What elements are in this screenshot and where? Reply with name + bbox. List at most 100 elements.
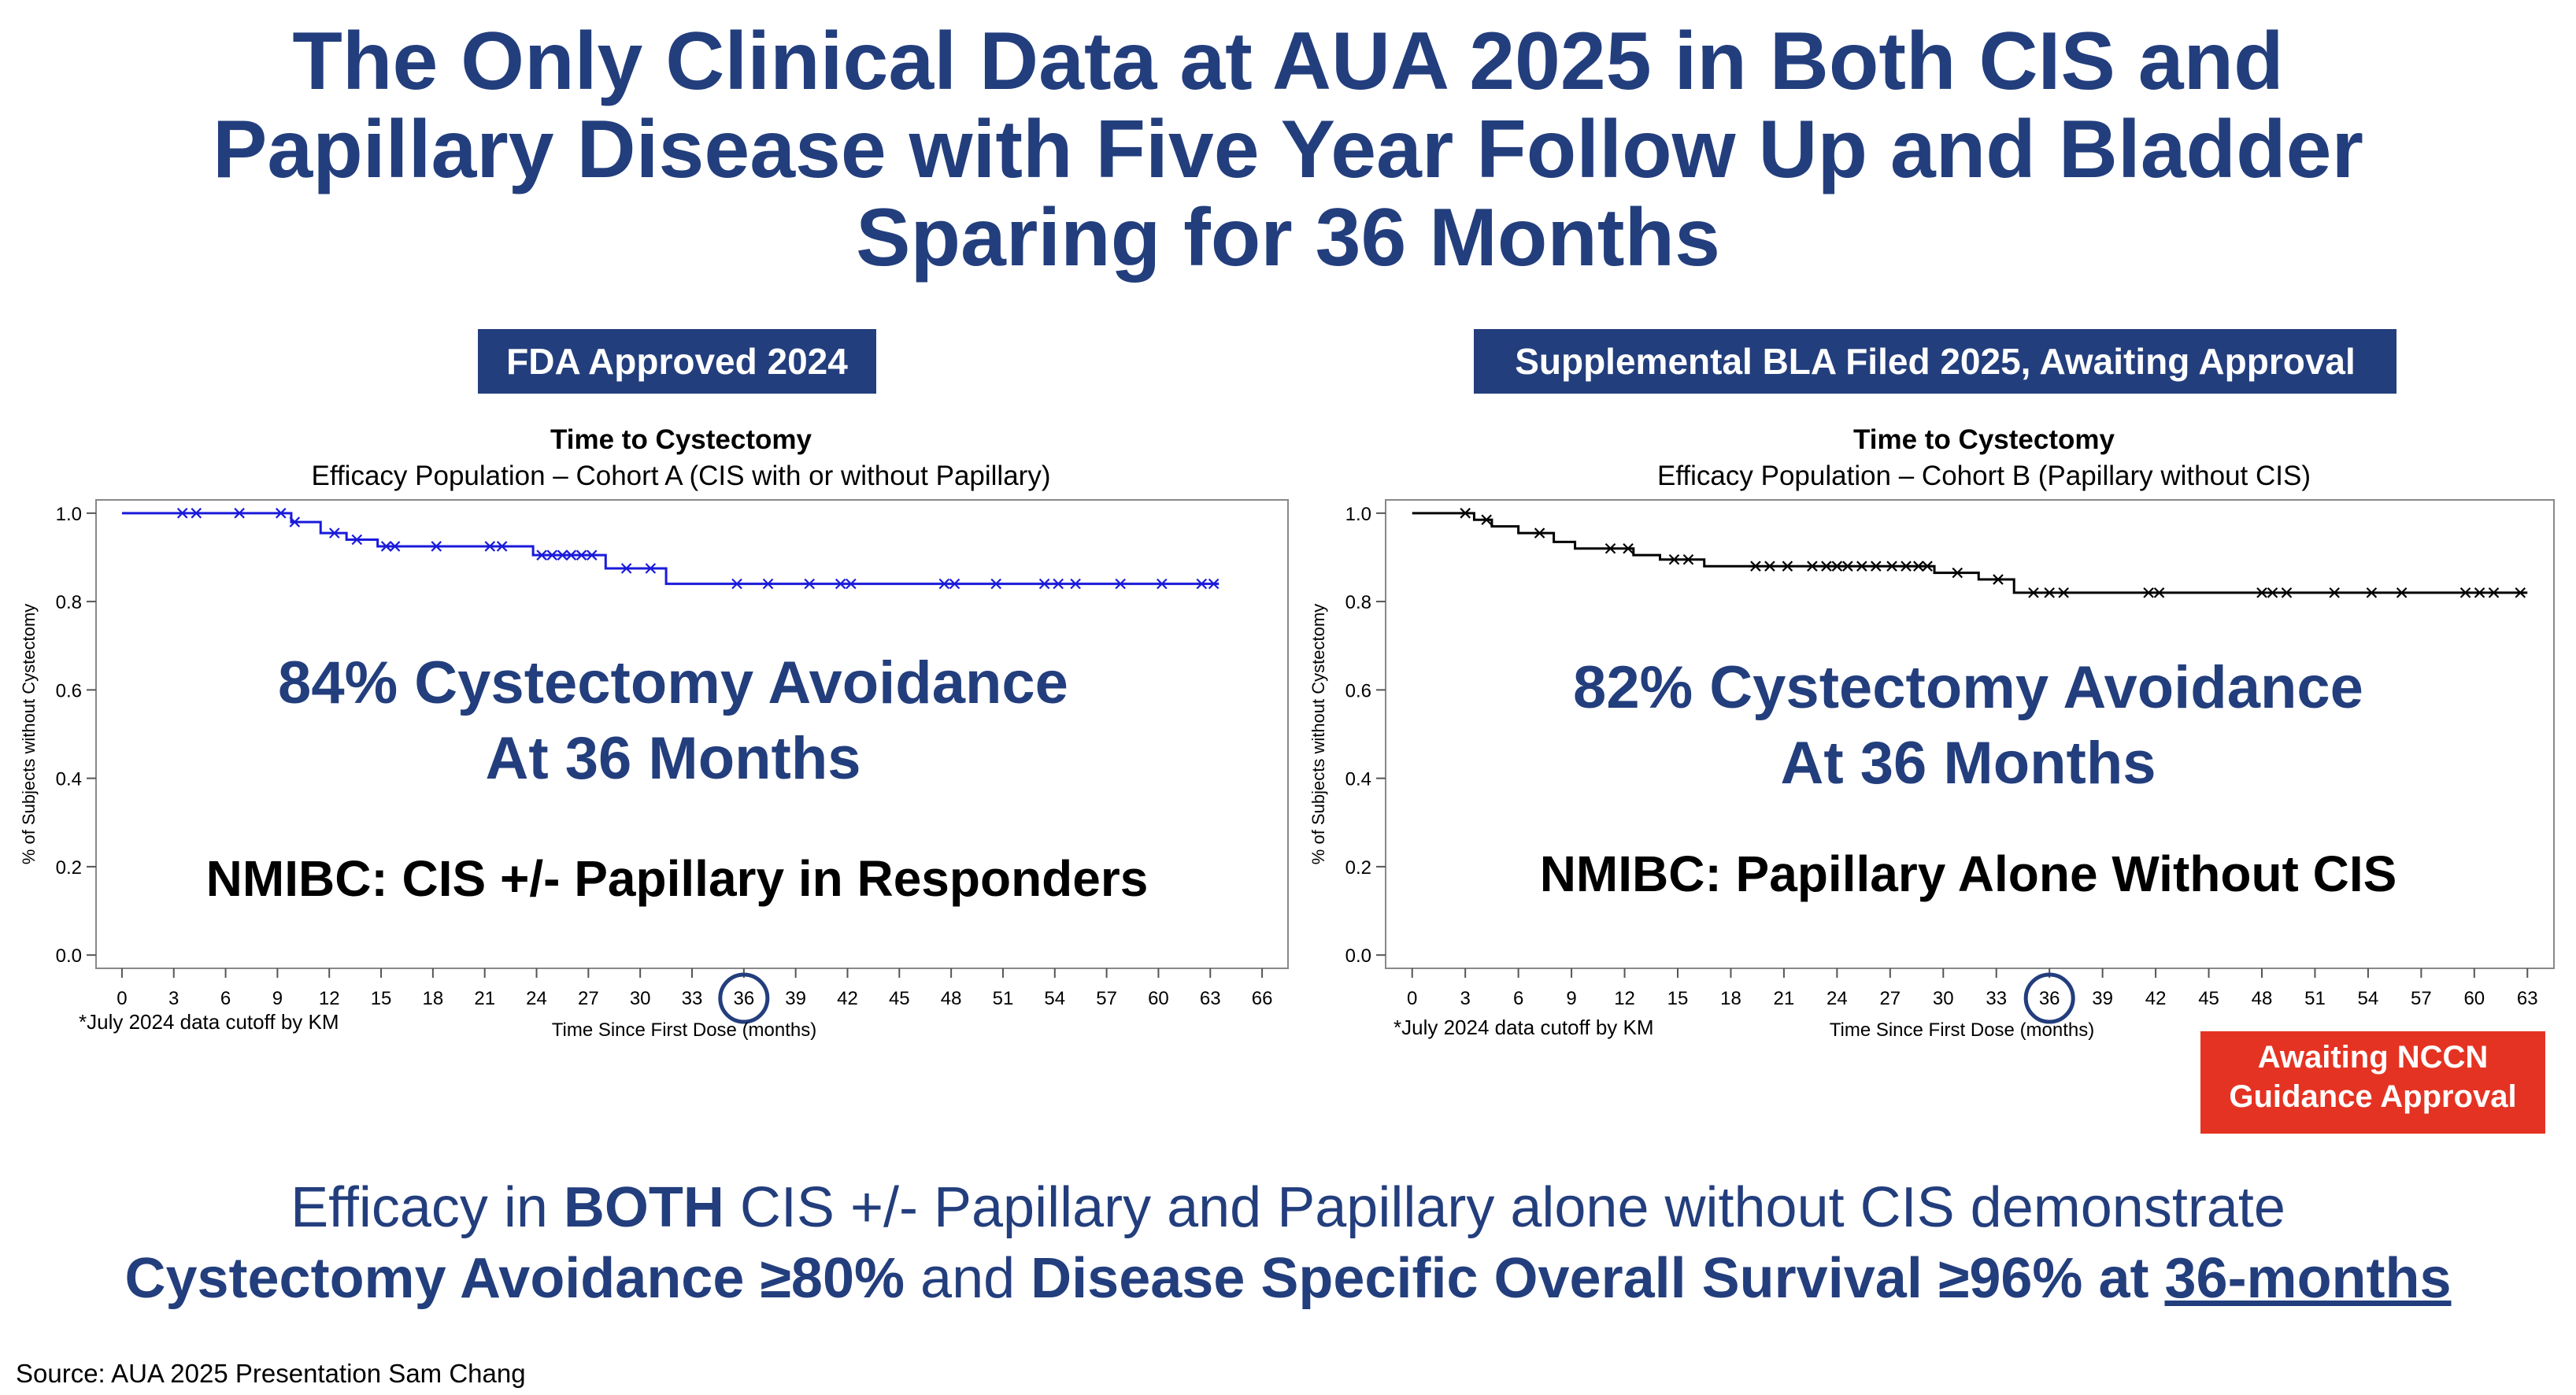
left-xtick-label: 30 [630,988,651,1009]
left-y-axis-label: % of Subjects without Cystectomy [19,604,39,864]
supplemental-bla-badge: Supplemental BLA Filed 2025, Awaiting Ap… [1474,329,2396,394]
left-censor-mark [1038,578,1050,590]
left-censor-mark [620,563,632,574]
right-censor-mark [1871,561,1882,572]
right-xtick-label: 33 [1986,988,2007,1009]
bottom-l2-d: 36-months [2164,1247,2452,1310]
right-censor-mark [2256,587,2267,598]
right-xtick-label: 39 [2092,988,2113,1009]
right-ytick-label: 0.4 [1345,769,1371,790]
left-xtick-label: 63 [1200,988,1221,1009]
right-censor-mark [2044,587,2055,598]
right-censor-mark [1842,561,1853,572]
left-censor-mark [846,578,857,590]
bottom-statement-line-1: Efficacy in BOTH CIS +/- Papillary and P… [0,1171,2576,1244]
left-xtick-label: 39 [785,988,806,1009]
left-censor-mark [536,549,547,561]
right-censor-mark [2329,587,2340,598]
right-chart-subtitle: Efficacy Population – Cohort B (Papillar… [1656,461,2311,491]
right-censor-mark [1460,508,1471,519]
bottom-statement-line-2: Cystectomy Avoidance ≥80% and Disease Sp… [0,1242,2576,1315]
left-xtick-label: 36 [733,988,754,1009]
right-ytick-label: 0.0 [1345,945,1371,967]
right-censor-mark [1821,561,1832,572]
right-xtick-label: 63 [2517,988,2538,1009]
left-xtick-label: 18 [423,988,444,1009]
right-xtick-label: 30 [1933,988,1954,1009]
right-censor-mark [1623,542,1634,554]
right-censor-mark [1782,561,1793,572]
right-censor-mark [2267,587,2278,598]
right-censor-mark [1993,574,2004,585]
right-xtick-label: 18 [1720,988,1741,1009]
right-censor-mark [2459,587,2471,598]
right-censor-mark [2028,587,2039,598]
right-xtick-label: 42 [2145,988,2167,1009]
title-line-2: Papillary Disease with Five Year Follow … [213,104,2363,195]
left-censor-mark [351,534,363,546]
left-xtick-label: 51 [993,988,1014,1009]
left-censor-mark [762,578,774,590]
right-ytick-label: 0.6 [1345,680,1371,701]
right-xtick-label: 45 [2198,988,2219,1009]
right-censor-mark [2281,587,2293,598]
left-chart-header: Time to Cystectomy Efficacy Population –… [197,422,1165,494]
left-censor-mark [496,541,508,552]
title-line-1: The Only Clinical Data at AUA 2025 in Bo… [292,16,2284,107]
right-x-axis-label: Time Since First Dose (months) [1830,1019,2095,1041]
left-xtick-label: 48 [941,988,962,1009]
right-overlay-sub: NMIBC: Papillary Alone Without CIS [1539,846,2397,902]
right-censor-mark [2515,587,2526,598]
right-xtick-label: 51 [2304,988,2326,1009]
right-overlay-line-2: At 36 Months [1780,730,2156,797]
nccn-line-2: Guidance Approval [2229,1079,2517,1114]
left-censor-mark [645,563,657,574]
left-censor-mark [557,549,568,561]
right-censor-mark [2153,587,2165,598]
right-censor-mark [1831,561,1843,572]
right-xtick-label: 9 [1566,988,1576,1009]
right-xtick-label: 48 [2252,988,2273,1009]
right-censor-mark [1952,567,1963,579]
left-xtick-label: 60 [1148,988,1169,1009]
right-xtick-label: 24 [1827,988,1848,1009]
left-censor-mark [389,541,401,552]
right-censor-mark [2396,587,2408,598]
right-xtick-label: 57 [2411,988,2432,1009]
left-censor-mark [731,578,742,590]
left-censor-mark [380,541,392,552]
left-censor-mark [565,549,577,561]
right-censor-mark [1901,561,1912,572]
right-xtick-label: 0 [1407,988,1417,1009]
nccn-awaiting-badge: Awaiting NCCN Guidance Approval [2200,1031,2545,1134]
nccn-line-1: Awaiting NCCN [2257,1040,2489,1075]
right-censor-mark [1764,561,1775,572]
left-censor-mark [835,578,846,590]
left-censor-mark [938,578,950,590]
right-ytick-label: 0.8 [1345,592,1371,613]
right-censor-mark [1668,554,1680,565]
left-censor-mark [234,508,245,519]
left-chart-title: Time to Cystectomy [550,424,812,455]
left-xtick-label: 54 [1044,988,1065,1009]
left-xtick-label: 21 [474,988,495,1009]
right-censor-mark [1682,554,1694,565]
left-xtick-label: 66 [1252,988,1273,1009]
right-censor-mark [1604,542,1616,554]
left-xtick-label: 9 [272,988,283,1009]
title-line-3: Sparing for 36 Months [856,192,1720,283]
right-censor-mark [1807,561,1818,572]
right-xtick-label: 12 [1614,988,1635,1009]
left-censor-mark [431,541,442,552]
left-ytick-label: 0.0 [56,945,82,967]
right-censor-mark [1913,561,1924,572]
left-ytick-label: 0.8 [56,592,82,613]
right-censor-mark [2058,587,2069,598]
left-xtick-label: 0 [117,988,127,1009]
left-censor-mark [276,508,287,519]
source-note: Source: AUA 2025 Presentation Sam Chang [16,1359,526,1388]
left-footnote: *July 2024 data cutoff by KM [79,1010,339,1034]
right-xtick-label: 54 [2358,988,2379,1009]
